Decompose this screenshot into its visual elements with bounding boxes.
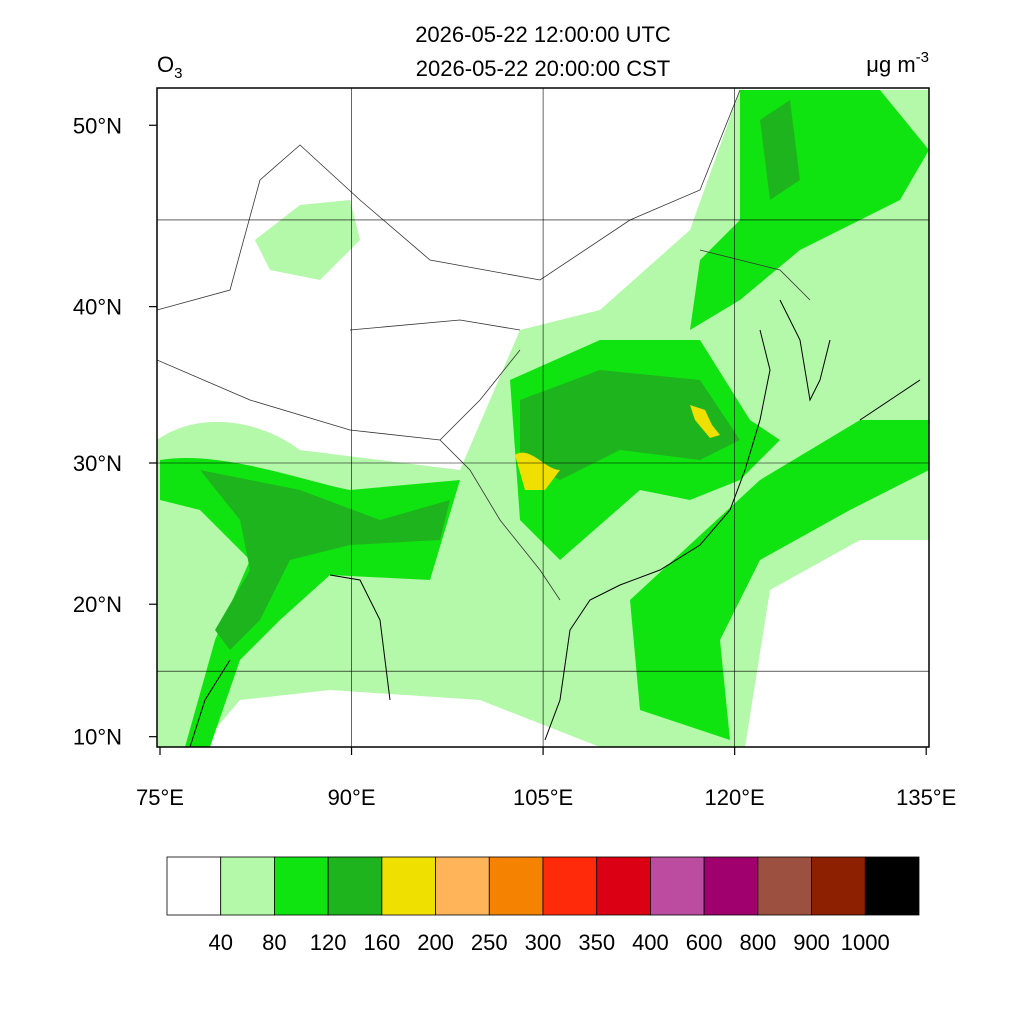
colorbar-label: 160 xyxy=(363,930,400,955)
grid xyxy=(157,88,929,747)
colorbar-label: 300 xyxy=(525,930,562,955)
variable-label: O3 xyxy=(157,52,182,82)
colorbar-box xyxy=(220,856,275,916)
colorbar-box xyxy=(435,856,490,916)
colorbar-label: 400 xyxy=(632,930,669,955)
lat-tick-label: 20°N xyxy=(73,592,122,617)
colorbar-label: 1000 xyxy=(841,930,890,955)
variable-subscript: 3 xyxy=(174,65,182,82)
lat-tick-label: 10°N xyxy=(73,725,122,750)
title-line: 2026-05-22 12:00:00 UTC xyxy=(415,22,671,47)
colorbar-label: 250 xyxy=(471,930,508,955)
colorbar-box xyxy=(703,856,759,916)
lon-tick-label: 105°E xyxy=(513,785,573,810)
colorbar-label: 350 xyxy=(578,930,615,955)
lon-tick-label: 75°E xyxy=(136,785,184,810)
units-label: μg m-3 xyxy=(866,49,929,77)
coastline xyxy=(189,299,921,747)
borders xyxy=(157,89,811,601)
colorbar-box xyxy=(381,856,436,916)
colorbar-box xyxy=(757,856,812,916)
axes: 50°N 40°N 30°N 20°N 10°N 75°E 90°E 105°E 120°E 13… xyxy=(73,113,956,810)
colorbar-box xyxy=(864,856,920,916)
lon-tick-label: 135°E xyxy=(896,785,956,810)
units-text: μg m xyxy=(866,52,915,77)
colorbar-box xyxy=(488,856,544,916)
lat-tick-label: 40°N xyxy=(73,295,122,320)
units-superscript: -3 xyxy=(916,49,929,66)
lon-tick-label: 120°E xyxy=(705,785,765,810)
colorbar: 40 80 120 160 200 250 300 350 400 600 800 900 1000 xyxy=(166,856,920,955)
colorbar-box xyxy=(166,856,222,916)
colorbar-box xyxy=(542,856,598,916)
title-line: 2026-05-22 20:00:00 CST xyxy=(416,56,670,81)
variable-symbol: O xyxy=(157,52,174,77)
colorbar-label: 900 xyxy=(793,930,830,955)
colorbar-label: 600 xyxy=(686,930,723,955)
level-160-200 xyxy=(515,405,720,490)
lon-tick-label: 90°E xyxy=(328,785,376,810)
colorbar-box xyxy=(811,856,866,916)
lat-tick-label: 50°N xyxy=(73,113,122,138)
colorbar-box xyxy=(274,856,329,916)
colorbar-label: 120 xyxy=(310,930,347,955)
colorbar-box xyxy=(596,856,651,916)
colorbar-label: 40 xyxy=(208,930,232,955)
colorbar-box xyxy=(650,856,705,916)
colorbar-label: 800 xyxy=(739,930,776,955)
lat-tick-label: 30°N xyxy=(73,451,122,476)
colorbar-label: 80 xyxy=(262,930,286,955)
colorbar-box xyxy=(327,856,383,916)
colorbar-label: 200 xyxy=(417,930,454,955)
level-120-160 xyxy=(200,100,800,650)
